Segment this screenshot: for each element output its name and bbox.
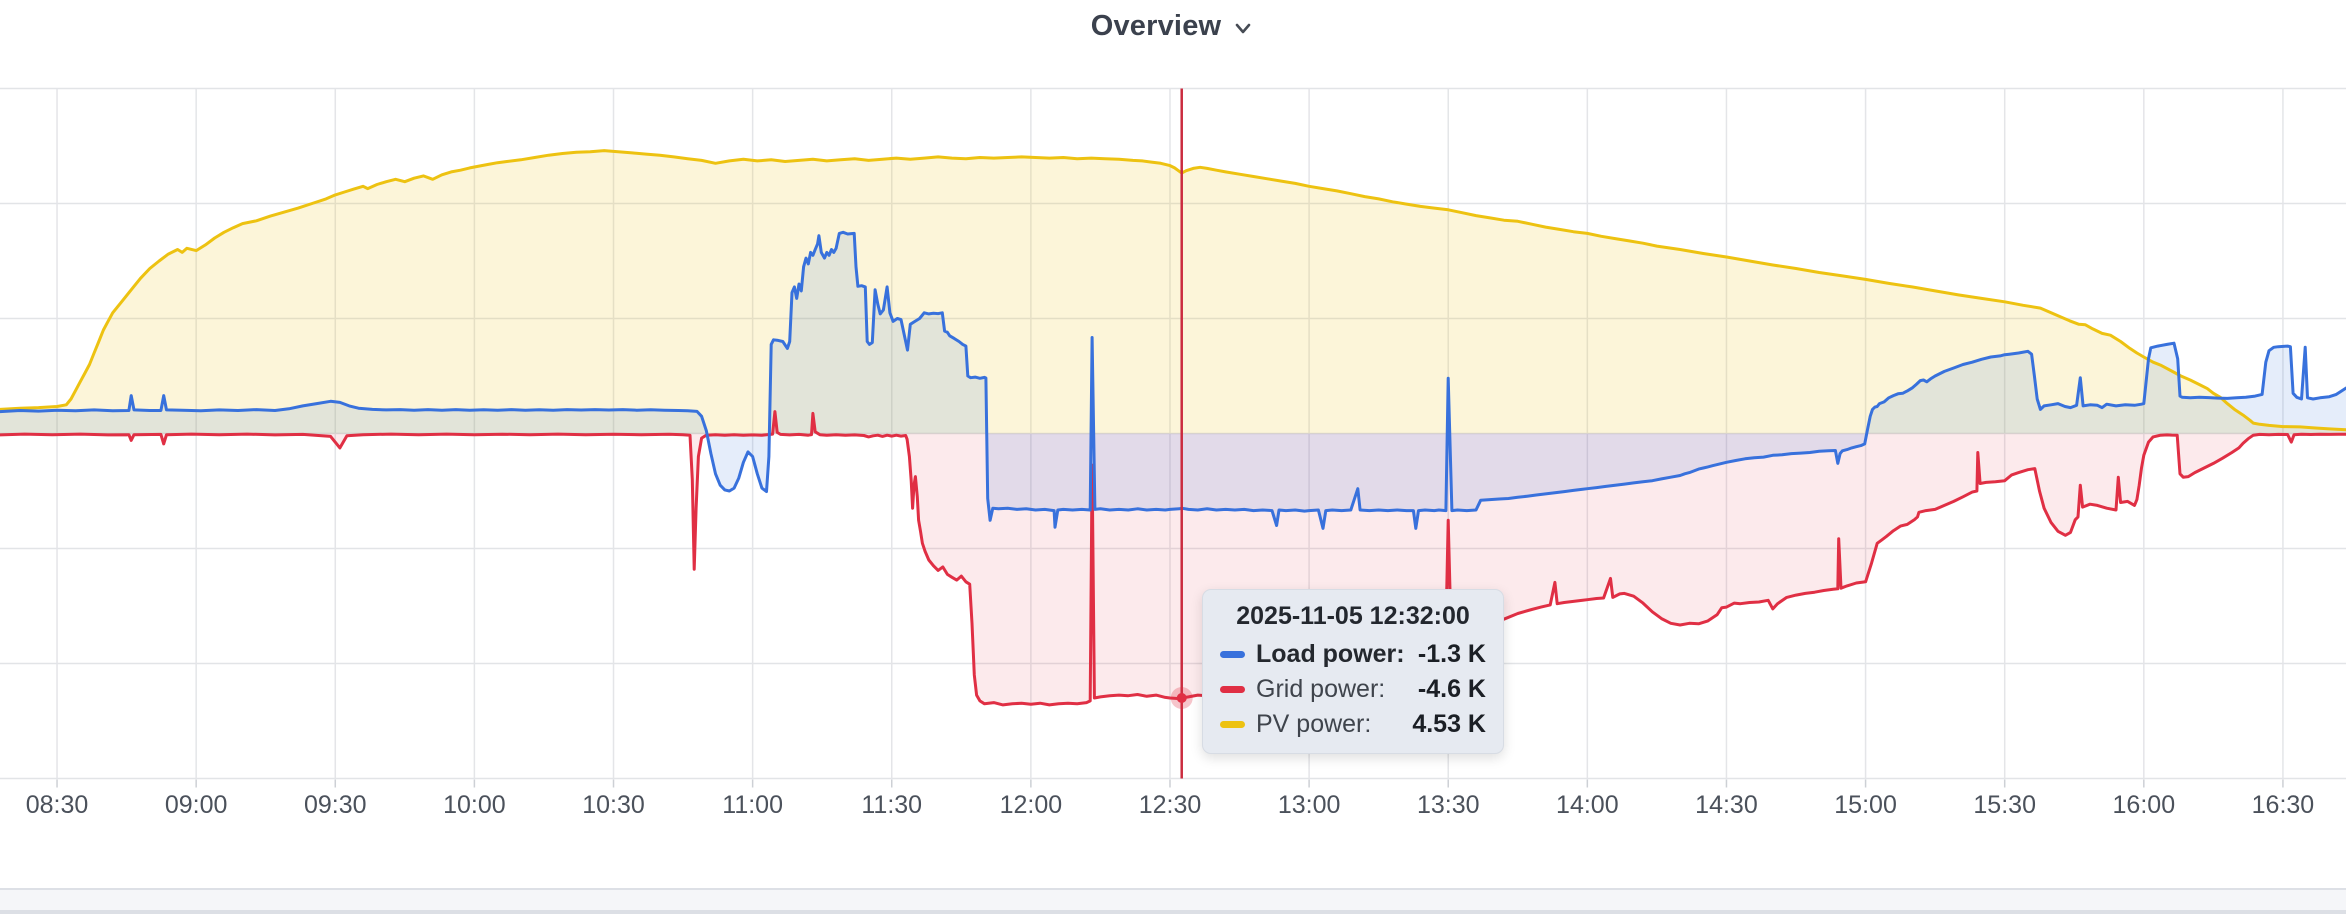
x-axis-label: 12:00 bbox=[1000, 791, 1063, 819]
tooltip-row-pv: PV power: 4.53 K bbox=[1220, 710, 1486, 739]
x-axis-label: 10:00 bbox=[443, 791, 506, 819]
x-axis-label: 14:00 bbox=[1556, 791, 1619, 819]
x-axis-label: 09:00 bbox=[165, 791, 228, 819]
x-axis-label: 16:00 bbox=[2113, 791, 2176, 819]
pv-series-color-dash bbox=[1220, 721, 1245, 728]
load-power-area-fill bbox=[0, 232, 2346, 529]
pv-power-area-fill bbox=[0, 150, 2346, 434]
x-axis-label: 15:00 bbox=[1834, 791, 1897, 819]
load-series-color-dash bbox=[1220, 651, 1245, 658]
x-axis-label: 15:30 bbox=[1973, 791, 2036, 819]
tooltip-series-label: Grid power: bbox=[1256, 675, 1386, 703]
tooltip-series-label: Load power: bbox=[1256, 640, 1405, 668]
next-panel-edge bbox=[0, 888, 2346, 914]
x-axis-label: 16:30 bbox=[2252, 791, 2315, 819]
x-axis-label: 13:30 bbox=[1417, 791, 1480, 819]
tooltip-row-grid: Grid power: -4.6 K bbox=[1220, 675, 1486, 704]
tooltip-series-value: -4.6 K bbox=[1417, 675, 1486, 703]
x-axis-label: 14:30 bbox=[1695, 791, 1758, 819]
tooltip-row-load: Load power: -1.3 K bbox=[1220, 640, 1486, 669]
chevron-down-icon bbox=[1235, 23, 1251, 34]
x-axis-label: 13:00 bbox=[1278, 791, 1341, 819]
x-axis-label: 08:30 bbox=[26, 791, 89, 819]
x-axis-label: 10:30 bbox=[582, 791, 645, 819]
load-power-line bbox=[0, 230, 2346, 530]
cursor-highlight-point bbox=[1176, 693, 1187, 703]
panel-header[interactable]: Overview bbox=[0, 0, 2346, 52]
panel-title: Overview bbox=[1090, 9, 1222, 42]
tooltip-series-label: PV power: bbox=[1256, 710, 1372, 738]
tooltip-timestamp: 2025-11-05 12:32:00 bbox=[1236, 602, 1470, 630]
x-axis-label: 11:00 bbox=[722, 791, 783, 819]
x-axis-label: 11:30 bbox=[861, 791, 922, 819]
tooltip-series-value: 4.53 K bbox=[1412, 710, 1486, 738]
grid-series-color-dash bbox=[1220, 686, 1245, 693]
pv-power-line bbox=[0, 149, 2346, 432]
x-axis-label: 09:30 bbox=[304, 791, 367, 819]
tooltip-series-value: -1.3 K bbox=[1417, 640, 1486, 668]
x-axis-label: 12:30 bbox=[1139, 791, 1202, 819]
grid-power-area-fill bbox=[0, 411, 2346, 705]
chart-tooltip: 2025-11-05 12:32:00 Load power: -1.3 K G… bbox=[1202, 589, 1504, 754]
